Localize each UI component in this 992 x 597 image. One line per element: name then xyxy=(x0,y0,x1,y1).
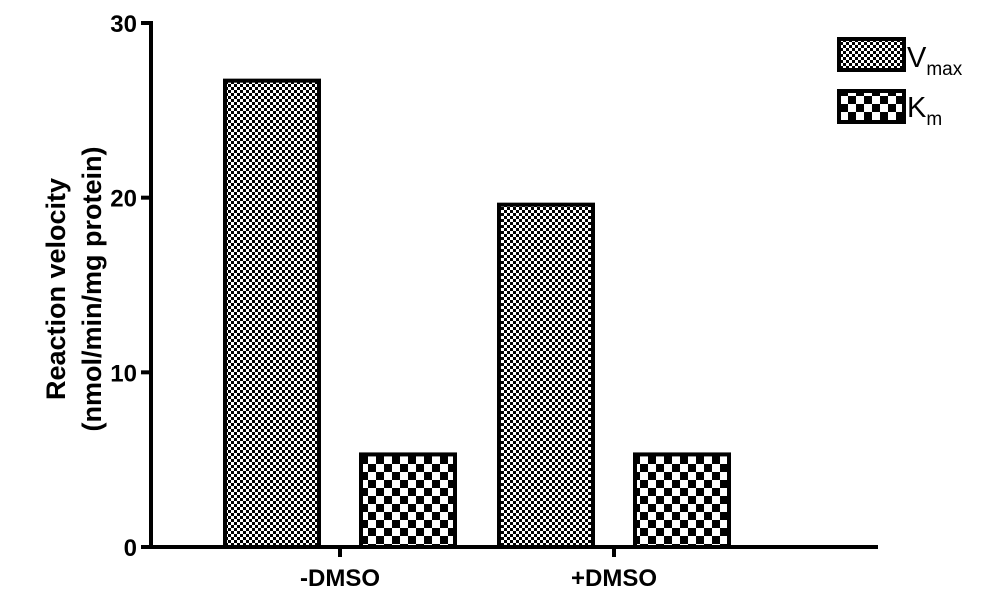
legend-label-km-main: K xyxy=(907,92,927,124)
y-ticks-group: 0 10 20 30 xyxy=(110,11,151,562)
legend-label-vmax-sub: max xyxy=(926,59,962,80)
bar-km-minus-dmso xyxy=(359,452,457,549)
x-tick-label: +DMSO xyxy=(571,565,657,592)
legend-label-km-sub: m xyxy=(926,109,942,130)
legend-swatch-km xyxy=(837,89,906,124)
x-ticks-group: -DMSO +DMSO xyxy=(300,547,657,592)
y-axis-title-line-2: (nmol/min/mg protein) xyxy=(77,147,107,432)
bar-vmax-plus-dmso xyxy=(497,202,595,550)
y-tick-label: 10 xyxy=(110,360,137,387)
x-tick-label: -DMSO xyxy=(300,565,380,592)
legend-label-vmax-main: V xyxy=(907,42,927,74)
bar-vmax-minus-dmso xyxy=(223,78,321,549)
legend-label-vmax: Vmax xyxy=(907,42,963,80)
legend-item-km: Km xyxy=(837,89,942,130)
legend-swatch-vmax xyxy=(837,37,906,72)
y-axis-title-line-1: Reaction velocity xyxy=(41,178,71,400)
bars-group xyxy=(223,78,731,550)
y-tick-label: 0 xyxy=(124,535,137,562)
y-tick-label: 20 xyxy=(110,186,137,213)
legend-label-km: Km xyxy=(907,92,942,130)
legend-item-vmax: Vmax xyxy=(837,37,963,80)
y-tick-label: 30 xyxy=(110,11,137,38)
legend: Vmax Km xyxy=(837,37,963,130)
bar-km-plus-dmso xyxy=(633,452,731,549)
